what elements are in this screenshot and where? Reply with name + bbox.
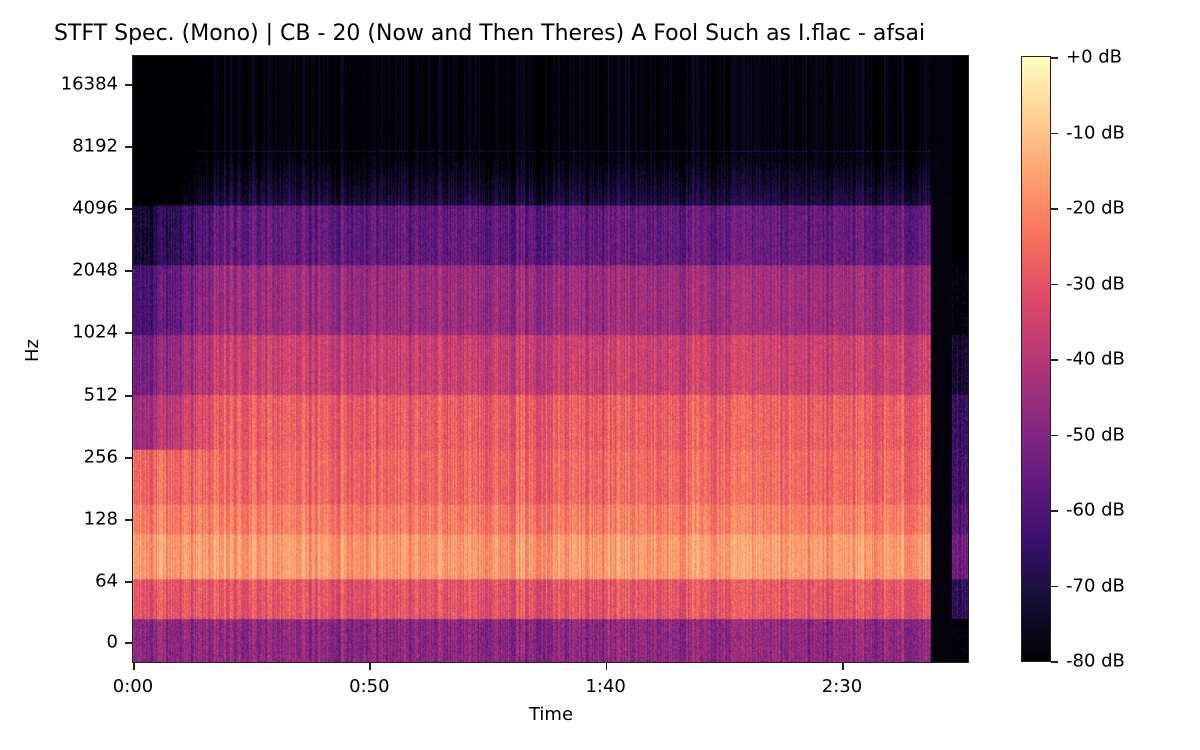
colorbar-tick-label: -20 dB — [1066, 197, 1125, 219]
y-tick-mark — [125, 332, 132, 334]
y-tick-mark — [125, 642, 132, 644]
colorbar-tick-label: -30 dB — [1066, 273, 1125, 294]
colorbar-tick-mark — [1051, 510, 1058, 512]
colorbar-tick-mark — [1051, 57, 1058, 59]
colorbar-tick-mark — [1051, 283, 1058, 285]
y-tick-label: 256 — [83, 446, 118, 468]
x-tick-mark — [842, 663, 844, 670]
x-tick-label: 2:30 — [821, 676, 863, 697]
colorbar-tick-label: -60 dB — [1066, 499, 1125, 521]
y-tick-mark — [125, 581, 132, 583]
y-axis-label: Hz — [22, 339, 43, 362]
colorbar-tick-mark — [1051, 434, 1058, 436]
colorbar — [1021, 56, 1051, 662]
y-tick-label: 1024 — [72, 321, 118, 343]
chart-title-text: STFT Spec. (Mono) | CB - 20 (Now and The… — [54, 21, 926, 46]
y-tick-mark — [125, 270, 132, 272]
y-tick-label: 64 — [95, 570, 118, 592]
y-tick-mark — [125, 208, 132, 210]
x-tick-mark — [369, 663, 371, 670]
y-tick-mark — [125, 395, 132, 397]
y-tick-mark — [125, 146, 132, 148]
colorbar-tick-mark — [1051, 359, 1058, 361]
y-tick-mark — [125, 84, 132, 86]
y-tick-label: 16384 — [60, 73, 118, 95]
colorbar-tick-mark — [1051, 208, 1058, 210]
x-tick-mark — [133, 663, 135, 670]
y-tick-mark — [125, 519, 132, 521]
colorbar-tick-mark — [1051, 661, 1058, 663]
y-tick-mark — [125, 457, 132, 459]
y-tick-label: 0 — [106, 631, 118, 653]
x-tick-label: 0:50 — [349, 676, 390, 697]
y-tick-label: 4096 — [72, 197, 118, 219]
x-tick-mark — [605, 663, 608, 670]
colorbar-tick-label: -80 dB — [1066, 650, 1125, 672]
x-tick-label: 1:40 — [585, 676, 626, 697]
spectrogram-plot-area — [132, 55, 969, 663]
colorbar-tick-label: -70 dB — [1066, 575, 1125, 596]
colorbar-tick-mark — [1051, 132, 1058, 134]
x-tick-label: 0:00 — [112, 676, 154, 697]
colorbar-tick-label: +0 dB — [1066, 46, 1123, 68]
y-tick-label: 512 — [83, 384, 118, 406]
y-tick-label: 8192 — [72, 135, 118, 157]
spectrogram-image — [133, 56, 968, 662]
x-axis-label: Time — [528, 704, 574, 725]
colorbar-tick-label: -40 dB — [1066, 348, 1125, 370]
colorbar-tick-label: -10 dB — [1066, 122, 1125, 143]
y-tick-label: 128 — [83, 508, 118, 530]
colorbar-tick-label: -50 dB — [1066, 424, 1125, 445]
colorbar-tick-mark — [1051, 585, 1058, 587]
y-tick-label: 2048 — [72, 259, 118, 281]
